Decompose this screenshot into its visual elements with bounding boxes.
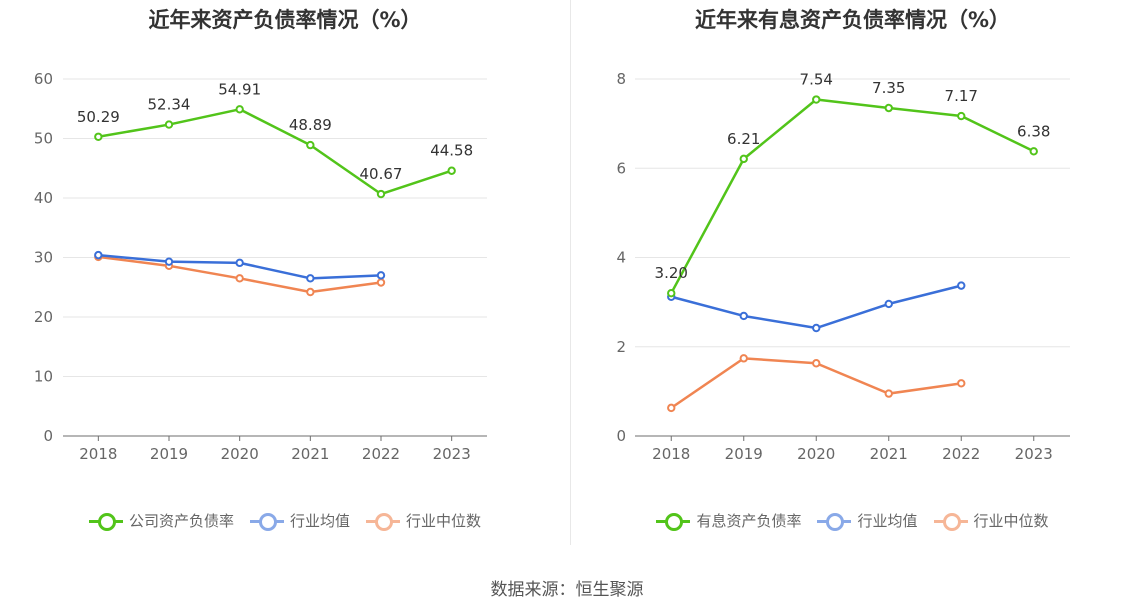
data-point[interactable] <box>376 271 386 280</box>
data-point[interactable] <box>812 323 821 333</box>
chart-legend: 公司资产负债率 行业均值 行业中位数 <box>0 510 570 531</box>
data-point[interactable] <box>376 189 386 199</box>
x-tick-label: 2021 <box>870 445 908 463</box>
legend-item-有息资产负债率[interactable]: 有息资产负债率 <box>656 510 801 531</box>
data-point[interactable] <box>164 120 174 129</box>
legend-item-行业中位数[interactable]: 行业中位数 <box>933 510 1049 531</box>
data-point[interactable] <box>812 359 821 368</box>
data-point[interactable] <box>94 250 103 260</box>
data-label: 6.38 <box>1017 122 1050 140</box>
y-tick-label: 30 <box>34 249 53 267</box>
chart-title: 近年来资产负债率情况（%） <box>148 8 422 32</box>
data-point[interactable] <box>739 311 748 321</box>
x-tick-label: 2021 <box>291 445 329 463</box>
series-line-行业均值 <box>670 284 962 330</box>
legend-label: 行业中位数 <box>973 512 1049 530</box>
interest-debt-ratio-chart-panel: 近年来有息资产负债率情况（%） 0 2 4 6 8 2018 2019 2020 2021 202… <box>571 0 1134 560</box>
data-point[interactable] <box>812 95 821 104</box>
data-point[interactable] <box>739 354 748 363</box>
debt-ratio-plot: 0 10 20 30 40 50 60 2018 2019 2020 2021 2022 2023 50.… <box>34 70 487 463</box>
data-point[interactable] <box>306 287 315 297</box>
series-line-有息资产负债率 <box>670 98 1035 294</box>
legend-swatch-icon <box>366 512 400 531</box>
data-label: 7.54 <box>800 71 833 89</box>
data-point[interactable] <box>957 111 966 121</box>
legend-label: 公司资产负债率 <box>128 512 234 530</box>
y-tick-label: 40 <box>34 189 53 207</box>
data-point[interactable] <box>235 105 244 114</box>
x-tick-label: 2018 <box>79 445 117 463</box>
data-point[interactable] <box>884 299 893 309</box>
data-label: 48.89 <box>289 116 332 134</box>
y-tick-label: 6 <box>616 159 626 177</box>
data-label: 3.20 <box>655 264 688 282</box>
data-point[interactable] <box>306 274 315 283</box>
interest-debt-ratio-plot: 0 2 4 6 8 2018 2019 2020 2021 2022 2023 3.20 6.21 7.5… <box>616 70 1070 463</box>
y-tick-label: 20 <box>34 308 53 326</box>
data-point[interactable] <box>235 258 244 268</box>
data-point[interactable] <box>957 281 966 290</box>
y-tick-label: 60 <box>34 70 53 88</box>
y-tick-label: 8 <box>616 70 626 88</box>
x-tick-label: 2018 <box>652 445 690 463</box>
legend-label: 行业中位数 <box>406 512 482 530</box>
x-tick-label: 2020 <box>797 445 835 463</box>
data-point[interactable] <box>376 278 386 287</box>
legend-swatch-icon <box>88 512 123 531</box>
data-point[interactable] <box>667 403 676 413</box>
x-tick-label: 2023 <box>433 445 471 463</box>
x-tick-label: 2020 <box>221 445 259 463</box>
data-point[interactable] <box>306 140 315 150</box>
data-point[interactable] <box>164 257 174 266</box>
legend-item-行业中位数[interactable]: 行业中位数 <box>366 510 481 531</box>
legend-item-公司资产负债率[interactable]: 公司资产负债率 <box>88 510 234 531</box>
series-line-公司资产负债率 <box>98 108 453 196</box>
legend-swatch-icon <box>249 512 284 531</box>
x-tick-label: 2022 <box>942 445 980 463</box>
data-point[interactable] <box>667 289 676 298</box>
legend-label: 有息资产负债率 <box>696 512 802 530</box>
y-tick-label: 4 <box>616 249 626 267</box>
y-tick-label: 0 <box>43 427 53 445</box>
data-point[interactable] <box>884 389 893 398</box>
y-tick-label: 50 <box>34 130 53 148</box>
chart-legend: 有息资产负债率 行业均值 行业中位数 <box>571 510 1134 531</box>
data-label: 7.35 <box>872 79 905 97</box>
y-tick-label: 0 <box>616 427 626 445</box>
data-label: 6.21 <box>727 130 760 148</box>
data-point[interactable] <box>94 132 103 141</box>
data-label: 50.29 <box>77 108 120 126</box>
y-tick-label: 10 <box>34 368 53 386</box>
chart-title: 近年来有息资产负债率情况（%） <box>694 8 1011 32</box>
x-tick-label: 2019 <box>725 445 763 463</box>
y-tick-label: 2 <box>616 338 626 356</box>
legend-label: 行业均值 <box>857 512 918 530</box>
data-label: 7.17 <box>945 87 978 105</box>
data-source-note: 数据来源：恒生聚源 <box>490 580 644 600</box>
legend-swatch-icon <box>933 512 968 531</box>
data-point[interactable] <box>884 103 893 113</box>
panel-divider <box>570 0 571 545</box>
legend-swatch-icon <box>817 512 852 531</box>
data-point[interactable] <box>957 379 966 388</box>
legend-label: 行业均值 <box>289 512 350 530</box>
data-label: 54.91 <box>218 80 261 98</box>
x-tick-label: 2023 <box>1015 445 1053 463</box>
x-tick-label: 2022 <box>362 445 400 463</box>
legend-swatch-icon <box>656 512 691 531</box>
x-tick-label: 2019 <box>150 445 188 463</box>
data-label: 40.67 <box>360 165 403 183</box>
data-label: 44.58 <box>430 142 473 160</box>
data-label: 52.34 <box>148 96 191 114</box>
debt-ratio-chart-panel: 近年来资产负债率情况（%） 0 10 20 30 40 50 60 2018 2019 2020 2… <box>0 0 570 560</box>
data-point[interactable] <box>235 274 244 283</box>
data-point[interactable] <box>739 154 748 164</box>
legend-item-行业均值[interactable]: 行业均值 <box>249 510 350 531</box>
data-point[interactable] <box>447 166 456 175</box>
data-point[interactable] <box>1029 147 1038 156</box>
legend-item-行业均值[interactable]: 行业均值 <box>817 510 918 531</box>
